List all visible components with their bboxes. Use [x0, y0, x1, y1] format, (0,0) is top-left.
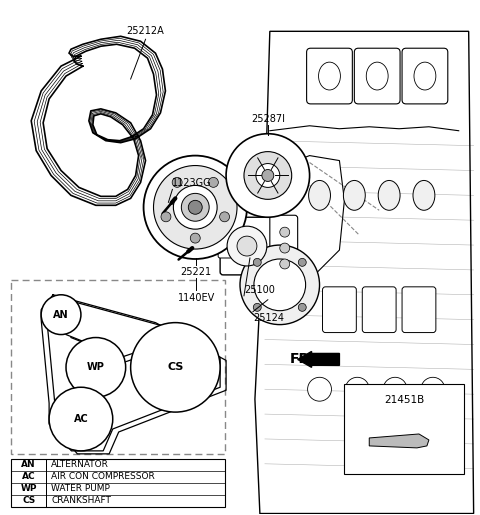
Circle shape — [240, 245, 320, 324]
Circle shape — [421, 377, 445, 401]
Circle shape — [131, 322, 220, 412]
Polygon shape — [265, 156, 344, 285]
Circle shape — [190, 233, 200, 243]
Text: AC: AC — [22, 472, 36, 481]
Ellipse shape — [413, 180, 435, 210]
Circle shape — [208, 177, 218, 187]
Circle shape — [254, 259, 306, 311]
Ellipse shape — [378, 180, 400, 210]
Circle shape — [220, 212, 229, 222]
Text: 25221: 25221 — [180, 267, 212, 277]
Circle shape — [346, 377, 369, 401]
Bar — [12, 459, 225, 507]
FancyBboxPatch shape — [402, 48, 448, 104]
Text: 1123GG: 1123GG — [172, 178, 212, 188]
FancyBboxPatch shape — [270, 215, 298, 277]
Polygon shape — [369, 434, 429, 448]
Text: 1140EV: 1140EV — [178, 293, 215, 303]
Circle shape — [188, 200, 202, 214]
Circle shape — [256, 164, 280, 187]
Text: WP: WP — [21, 484, 37, 493]
Circle shape — [161, 212, 171, 222]
FancyBboxPatch shape — [218, 234, 232, 258]
Circle shape — [308, 377, 332, 401]
Circle shape — [172, 177, 182, 187]
Ellipse shape — [309, 180, 330, 210]
Text: AC: AC — [73, 414, 88, 424]
Text: FR.: FR. — [290, 352, 315, 366]
Text: AN: AN — [53, 310, 69, 320]
Text: 25212A: 25212A — [127, 26, 165, 37]
Text: ALTERNATOR: ALTERNATOR — [51, 460, 109, 469]
Circle shape — [227, 226, 267, 266]
Circle shape — [66, 337, 126, 397]
Text: AN: AN — [22, 460, 36, 469]
Text: CS: CS — [167, 363, 183, 372]
Bar — [12, 280, 225, 454]
Text: 25100: 25100 — [244, 285, 275, 295]
Polygon shape — [255, 31, 474, 513]
FancyBboxPatch shape — [307, 48, 352, 104]
Circle shape — [173, 185, 217, 229]
FancyBboxPatch shape — [362, 287, 396, 333]
Circle shape — [280, 259, 290, 269]
Circle shape — [41, 295, 81, 335]
Text: 25287I: 25287I — [251, 114, 285, 124]
Circle shape — [49, 387, 113, 451]
Text: AIR CON COMPRESSOR: AIR CON COMPRESSOR — [51, 472, 155, 481]
Text: CRANKSHAFT: CRANKSHAFT — [51, 496, 111, 505]
Circle shape — [253, 303, 261, 311]
FancyBboxPatch shape — [402, 287, 436, 333]
Circle shape — [298, 303, 306, 311]
Circle shape — [237, 236, 257, 256]
Text: 21451B: 21451B — [384, 395, 424, 405]
FancyArrow shape — [298, 351, 339, 367]
Circle shape — [226, 134, 310, 217]
Text: WATER PUMP: WATER PUMP — [51, 484, 110, 493]
Circle shape — [298, 259, 306, 266]
Text: CS: CS — [22, 496, 36, 505]
FancyBboxPatch shape — [323, 287, 356, 333]
Circle shape — [280, 227, 290, 237]
Bar — [344, 384, 464, 474]
Circle shape — [262, 169, 274, 181]
Circle shape — [181, 193, 209, 221]
Ellipse shape — [343, 180, 365, 210]
Circle shape — [280, 243, 290, 253]
Circle shape — [253, 259, 261, 266]
FancyBboxPatch shape — [354, 48, 400, 104]
Circle shape — [383, 377, 407, 401]
Circle shape — [144, 156, 247, 259]
FancyBboxPatch shape — [220, 217, 276, 275]
Circle shape — [244, 151, 292, 199]
Text: 25124: 25124 — [253, 313, 284, 323]
Circle shape — [154, 165, 237, 249]
Text: WP: WP — [87, 363, 105, 372]
